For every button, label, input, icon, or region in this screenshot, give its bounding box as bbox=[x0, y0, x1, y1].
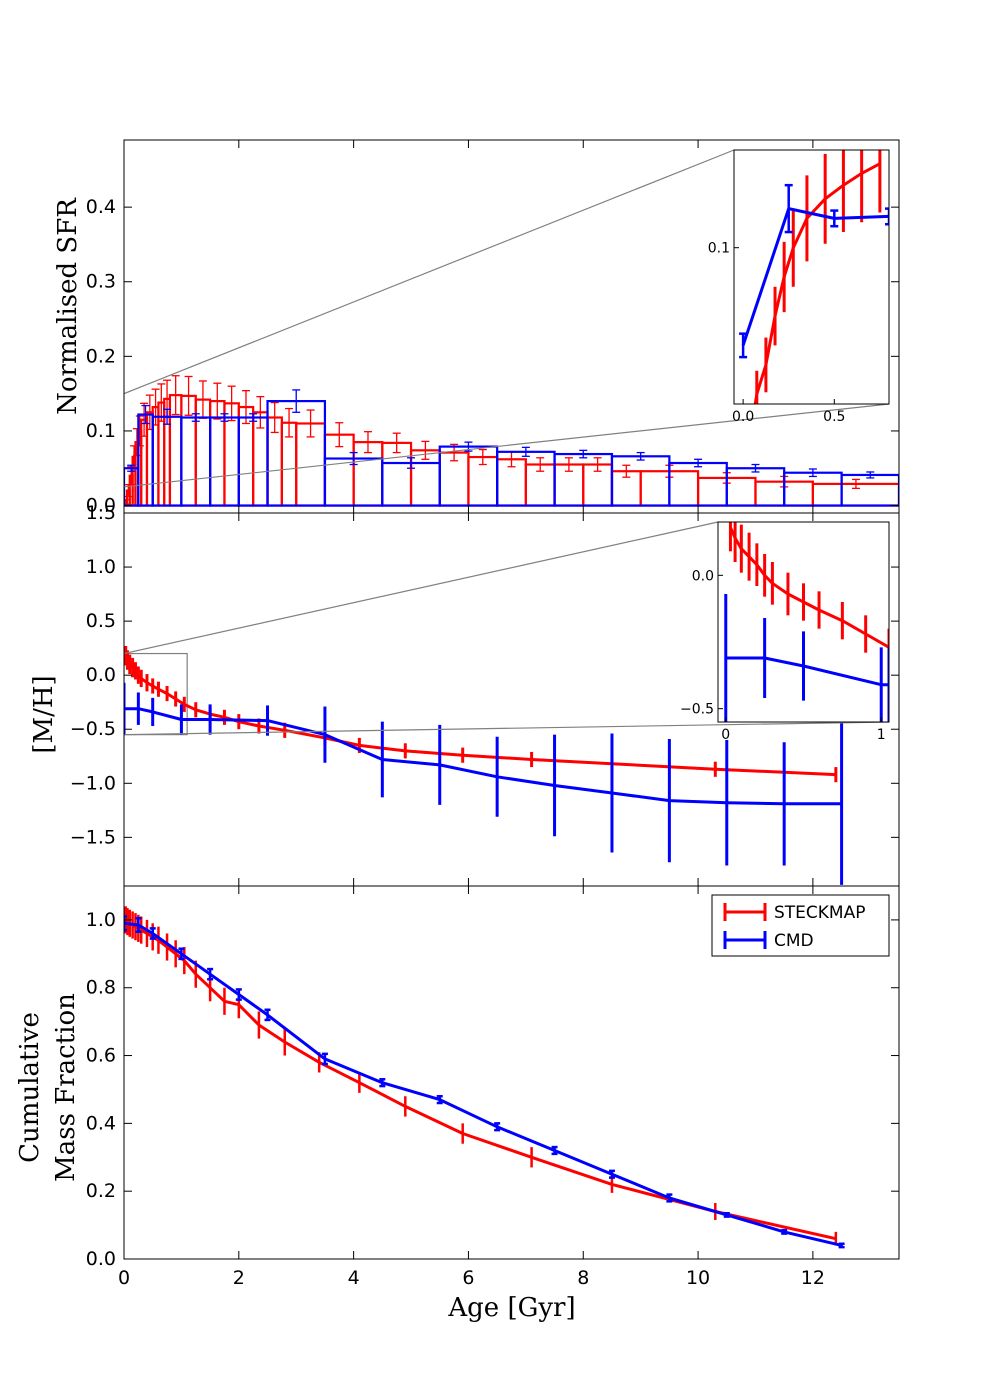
sfr-ytick-label: 0.4 bbox=[86, 196, 116, 218]
cum-ytick-label: 1.0 bbox=[86, 909, 116, 931]
steckmap-mh-line bbox=[124, 655, 836, 777]
cum-axes-frame bbox=[123, 885, 900, 1260]
legend: STECKMAP CMD bbox=[711, 894, 890, 957]
mh-y-axis-title: [M/H] bbox=[29, 675, 59, 753]
mh-ytick-label: 1.5 bbox=[86, 502, 116, 524]
mh-inset-xtick-label: 1 bbox=[877, 727, 886, 743]
steckmap-sfr-inset-line bbox=[753, 162, 881, 404]
legend-frame bbox=[711, 894, 890, 957]
mh-ytick-label: −0.5 bbox=[70, 718, 116, 740]
cmd-mh-line bbox=[124, 707, 842, 806]
mh-inset-ytick-label: 0.0 bbox=[692, 568, 714, 584]
mh-ytick-label: 0.0 bbox=[86, 664, 116, 686]
sfr-ytick-label: 0.0 bbox=[86, 495, 116, 517]
cum-ytick-label: 0.8 bbox=[86, 977, 116, 999]
cmd-sfr-inset-line bbox=[741, 207, 889, 346]
panel-metallicity: 1.5 1.0 0.5 0.0 −0.5 −1.0 −1.5 [M/H] 0 1 0.0 −0.5 bbox=[29, 502, 900, 887]
sfr-ytick-label: 0.3 bbox=[86, 271, 116, 293]
cum-plot-area bbox=[124, 906, 845, 1249]
mh-zoom-connector-top bbox=[123, 521, 719, 655]
mh-inset-plot bbox=[724, 522, 889, 722]
x-tick-label: 2 bbox=[233, 1267, 245, 1289]
x-tick-label: 6 bbox=[462, 1267, 474, 1289]
cum-y-axis-title-line2: Mass Fraction bbox=[51, 993, 81, 1182]
legend-steckmap-label: STECKMAP bbox=[774, 903, 865, 923]
x-tick-label: 10 bbox=[686, 1267, 710, 1289]
mh-inset-ytick-label: −0.5 bbox=[680, 702, 714, 718]
sfr-ytick-label: 0.1 bbox=[86, 420, 116, 442]
sfr-inset-plot bbox=[739, 150, 889, 404]
sfr-inset-xtick-label: 0.0 bbox=[732, 409, 754, 425]
sfr-zoom-connector-bottom bbox=[123, 403, 890, 488]
sfr-inset-background bbox=[733, 149, 890, 405]
mh-inset-frame bbox=[717, 521, 890, 723]
x-axis-title: Age [Gyr] bbox=[447, 1293, 575, 1323]
cum-ytick-label: 0.0 bbox=[86, 1248, 116, 1270]
x-tick-label: 4 bbox=[348, 1267, 360, 1289]
mh-ytick-label: 0.5 bbox=[86, 610, 116, 632]
steckmap-cum-line bbox=[124, 918, 837, 1241]
sfr-y-axis-title: Normalised SFR bbox=[53, 197, 83, 415]
x-axis-tick-labels: 0 2 4 6 8 10 12 bbox=[118, 1267, 825, 1289]
x-tick-label: 8 bbox=[577, 1267, 589, 1289]
legend-cmd-label: CMD bbox=[774, 931, 814, 951]
mh-zoom-connector-bottom bbox=[123, 721, 890, 736]
cum-ytick-label: 0.6 bbox=[86, 1045, 116, 1067]
steckmap-mh-inset-line bbox=[729, 526, 889, 649]
legend-cmd-swatch bbox=[723, 931, 767, 949]
mh-inset-xtick-label: 0 bbox=[721, 727, 730, 743]
cum-ytick-label: 0.2 bbox=[86, 1180, 116, 1202]
panel-cumulative: 0.0 0.2 0.4 0.6 0.8 1.0 Cumulative Mass Fractio… bbox=[15, 885, 900, 1270]
x-tick-label: 0 bbox=[118, 1267, 130, 1289]
sfr-ytick-label: 0.2 bbox=[86, 345, 116, 367]
sfr-inset-xtick-label: 0.5 bbox=[823, 409, 845, 425]
mh-ytick-label: 1.0 bbox=[86, 556, 116, 578]
cmd-mh-inset-line bbox=[725, 656, 889, 687]
cum-y-axis-title-line1: Cumulative bbox=[15, 1012, 45, 1163]
sfr-inset-ytick-label: 0.1 bbox=[708, 241, 730, 257]
cum-ytick-label: 0.4 bbox=[86, 1112, 116, 1134]
sfr-zoom-connector-top bbox=[123, 149, 735, 395]
mh-ytick-label: −1.0 bbox=[70, 772, 116, 794]
sfr-inset-frame bbox=[733, 149, 890, 405]
legend-steckmap-swatch bbox=[723, 903, 767, 921]
mh-ytick-label: −1.5 bbox=[70, 826, 116, 848]
x-tick-label: 12 bbox=[801, 1267, 825, 1289]
cmd-cum-line bbox=[124, 921, 842, 1247]
